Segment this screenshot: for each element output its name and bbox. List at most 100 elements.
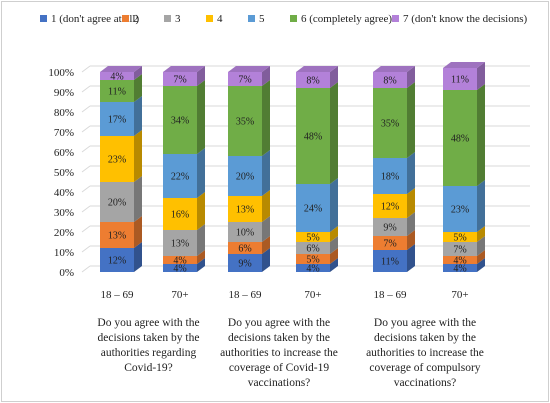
y-tick-label: 100% bbox=[48, 67, 74, 79]
data-label: 12% bbox=[108, 256, 126, 267]
y-tick-label: 0% bbox=[59, 267, 74, 279]
legend-label: 7 (don't know the decisions) bbox=[403, 13, 528, 25]
bar-segment bbox=[163, 198, 197, 230]
bar-segment bbox=[296, 264, 330, 272]
bar-segment-side bbox=[407, 66, 415, 88]
group-question-line: vaccinations? bbox=[248, 377, 311, 389]
bar-segment bbox=[163, 86, 197, 154]
bar-segment bbox=[373, 194, 407, 218]
bar-segment-side bbox=[197, 80, 205, 154]
bar-segment bbox=[163, 72, 197, 86]
bar-segment-side bbox=[197, 250, 205, 264]
bar-segment-side bbox=[262, 248, 270, 272]
bar-segment bbox=[373, 72, 407, 88]
legend-label: 4 bbox=[217, 13, 223, 25]
bar-segment bbox=[373, 158, 407, 194]
bar-segment bbox=[228, 156, 262, 196]
bar-segment-side bbox=[134, 242, 142, 272]
gridline-side bbox=[81, 205, 91, 213]
bar-segment-side bbox=[407, 82, 415, 158]
group-question-line: authorities to increase the bbox=[220, 347, 338, 359]
data-label: 48% bbox=[451, 134, 469, 145]
group-question-line: Do you agree with the bbox=[228, 317, 330, 329]
gridline-side bbox=[81, 85, 91, 93]
category-label: 18 – 69 bbox=[101, 289, 135, 301]
data-label: 5% bbox=[453, 233, 466, 244]
data-label: 20% bbox=[236, 172, 254, 183]
category-label: 70+ bbox=[171, 289, 188, 301]
bar-segment-side bbox=[477, 62, 485, 90]
data-label: 6% bbox=[238, 244, 251, 255]
data-label: 4% bbox=[453, 256, 466, 267]
legend-label: 1 (don't agree at all) bbox=[51, 13, 139, 25]
bar-segment bbox=[163, 256, 197, 264]
data-label: 48% bbox=[304, 132, 322, 143]
data-label: 4% bbox=[453, 264, 466, 275]
y-tick-label: 40% bbox=[54, 187, 74, 199]
legend-swatch bbox=[392, 15, 399, 22]
group-question-line: Covid-19? bbox=[124, 362, 173, 374]
data-label: 7% bbox=[383, 239, 396, 250]
bar-segment bbox=[296, 242, 330, 254]
data-label: 22% bbox=[171, 172, 189, 183]
data-label: 4% bbox=[110, 72, 123, 83]
bar-segment-side bbox=[197, 66, 205, 86]
data-label: 5% bbox=[306, 255, 319, 266]
bar-segment-side bbox=[262, 190, 270, 222]
gridline-side bbox=[81, 125, 91, 133]
legend-swatch bbox=[122, 15, 129, 22]
data-label: 12% bbox=[381, 202, 399, 213]
bar-segment bbox=[373, 218, 407, 236]
y-tick-label: 80% bbox=[54, 107, 74, 119]
data-label: 11% bbox=[451, 75, 469, 86]
bar-segment-top bbox=[373, 66, 415, 72]
bar-segment-side bbox=[197, 258, 205, 272]
data-label: 4% bbox=[173, 256, 186, 267]
bar-segment bbox=[443, 242, 477, 256]
data-label: 35% bbox=[236, 117, 254, 128]
data-label: 13% bbox=[108, 231, 126, 242]
legend-label: 3 bbox=[175, 13, 181, 25]
data-label: 17% bbox=[108, 115, 126, 126]
group-question-line: decisions taken by the bbox=[374, 332, 476, 344]
bar-segment-side bbox=[407, 244, 415, 272]
y-tick-label: 60% bbox=[54, 147, 74, 159]
bar-segment-side bbox=[197, 148, 205, 198]
data-label: 34% bbox=[171, 116, 189, 127]
bar-segment bbox=[296, 88, 330, 184]
bar-segment bbox=[100, 102, 134, 136]
y-tick-label: 70% bbox=[54, 127, 74, 139]
bar-segment bbox=[100, 80, 134, 102]
group-question-line: decisions taken by the bbox=[98, 332, 200, 344]
bar-segment bbox=[228, 72, 262, 86]
bar-segment-side bbox=[134, 176, 142, 222]
bar-segment bbox=[296, 72, 330, 88]
data-label: 13% bbox=[171, 239, 189, 250]
gridline-side bbox=[81, 165, 91, 173]
bar-segment bbox=[443, 232, 477, 242]
data-label: 7% bbox=[173, 75, 186, 86]
group-question-line: Do you agree with the bbox=[97, 317, 199, 329]
bar-segment-side bbox=[134, 74, 142, 102]
bar-segment-side bbox=[407, 212, 415, 236]
bar-segment-side bbox=[477, 180, 485, 232]
group-question-line: Do you agree with the bbox=[374, 317, 476, 329]
gridline-side bbox=[81, 105, 91, 113]
bar-segment bbox=[296, 184, 330, 232]
bar-segment-side bbox=[330, 226, 338, 242]
bar-segment bbox=[100, 136, 134, 182]
bar-segment bbox=[296, 254, 330, 264]
bar-segment bbox=[228, 254, 262, 272]
legend-label: 5 bbox=[259, 13, 265, 25]
bar-segment bbox=[443, 264, 477, 272]
bar-segment-top bbox=[296, 66, 338, 72]
group-question-line: coverage of compulsory bbox=[369, 362, 480, 374]
bar-segment bbox=[373, 250, 407, 272]
bar-segment bbox=[443, 90, 477, 186]
bar-segment-side bbox=[330, 66, 338, 88]
bar-segment bbox=[443, 186, 477, 232]
y-tick-label: 20% bbox=[54, 227, 74, 239]
bar-segment bbox=[228, 196, 262, 222]
data-label: 18% bbox=[381, 172, 399, 183]
legend-swatch bbox=[206, 15, 213, 22]
